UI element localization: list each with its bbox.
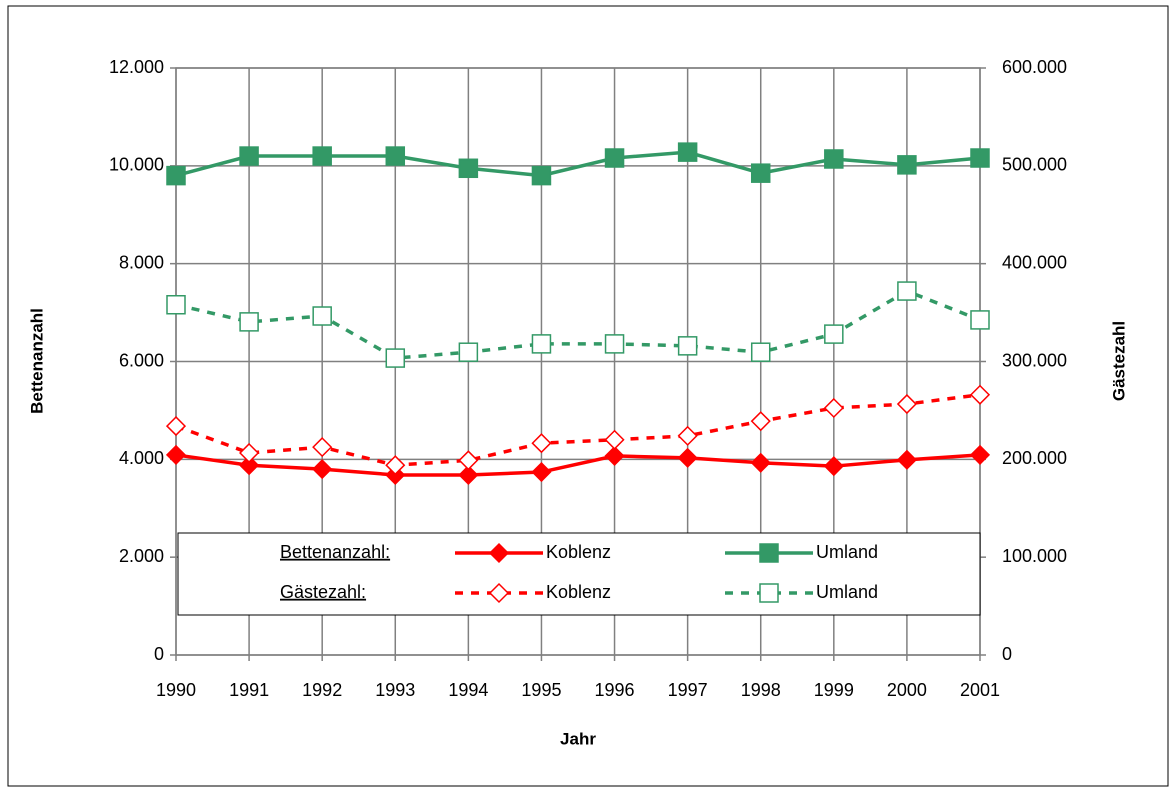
data-point [970,310,990,330]
data-point [312,146,332,166]
y2-tick-label: 500.000 [1002,155,1067,175]
data-point [166,295,186,315]
y2-tick-label: 600.000 [1002,57,1067,77]
data-point [385,455,406,476]
data-point [604,148,625,168]
data-point [604,445,625,466]
data-point [604,334,625,354]
data-point [166,165,186,186]
data-point [458,450,479,471]
data-point [750,452,771,473]
data-point [823,456,844,477]
data-point [750,411,771,432]
y-axis-label: Bettenanzahl [27,308,46,414]
x-tick-label: 1998 [741,680,781,700]
legend-box [177,532,981,616]
legend-label: Koblenz [546,542,611,562]
plot-border [175,67,981,656]
data-point [531,165,552,186]
data-point [458,464,479,486]
x-tick-label: 2000 [887,680,927,700]
legend-marker [488,542,510,564]
x-axis-label: Jahr [560,729,596,748]
y-tick-label: 8.000 [119,252,164,272]
legend-marker [759,583,779,603]
x-tick-label: 1991 [229,680,269,700]
legend-marker [488,582,510,604]
legend-marker [759,543,779,563]
y-tick-label: 0 [154,644,164,664]
x-tick-label: 1990 [156,680,196,700]
data-point [239,442,260,464]
x-tick-label: 1993 [375,680,415,700]
data-point [458,158,479,179]
data-point [312,306,332,326]
data-point [970,148,990,168]
data-point [750,163,771,183]
series-line [175,453,981,477]
data-point [677,142,698,162]
data-point [385,348,406,368]
y-tick-label: 2.000 [119,546,164,566]
data-point [531,433,552,454]
x-tick-label: 1996 [595,680,635,700]
x-tick-label: 2001 [960,680,1000,700]
x-tick-label: 1999 [814,680,854,700]
y2-tick-label: 0 [1002,644,1012,664]
data-point [677,336,698,356]
y2-axis-label: Gästezahl [1109,321,1128,401]
data-point [969,444,991,465]
y-tick-label: 6.000 [119,350,164,370]
x-tick-label: 1997 [668,680,708,700]
data-point [239,455,260,476]
data-point [531,461,552,483]
data-point [312,437,333,458]
legend-label: Umland [816,582,878,602]
y2-tick-label: 200.000 [1002,448,1067,468]
legend-label: Umland [816,542,878,562]
series-line [175,150,981,178]
data-point [897,155,917,175]
y-tick-label: 4.000 [119,448,164,468]
data-point [677,447,698,468]
y-tick-label: 12.000 [109,57,164,77]
data-point [897,281,917,301]
data-point [604,429,625,450]
data-point [896,449,917,470]
x-tick-label: 1992 [302,680,342,700]
data-point [531,334,552,354]
data-point [824,324,844,344]
data-point [969,384,991,405]
data-point [750,342,771,362]
data-point [165,416,187,437]
data-point [824,149,844,169]
data-point [165,444,187,465]
data-point [239,312,259,332]
legend-label: Koblenz [546,582,611,602]
data-point [385,146,406,166]
legend-group-label: Bettenanzahl: [280,542,390,562]
series-line [175,289,981,360]
legend-group-label: Gästezahl: [280,582,366,602]
data-point [458,342,479,362]
y2-tick-label: 400.000 [1002,252,1067,272]
x-tick-label: 1994 [448,680,488,700]
x-tick-label: 1995 [521,680,561,700]
data-point [896,393,917,415]
y2-tick-label: 300.000 [1002,350,1067,370]
data-point [312,459,333,480]
y-tick-label: 10.000 [109,155,164,175]
y2-tick-label: 100.000 [1002,546,1067,566]
data-point [239,146,259,166]
data-point [677,425,698,446]
data-point [823,397,844,419]
